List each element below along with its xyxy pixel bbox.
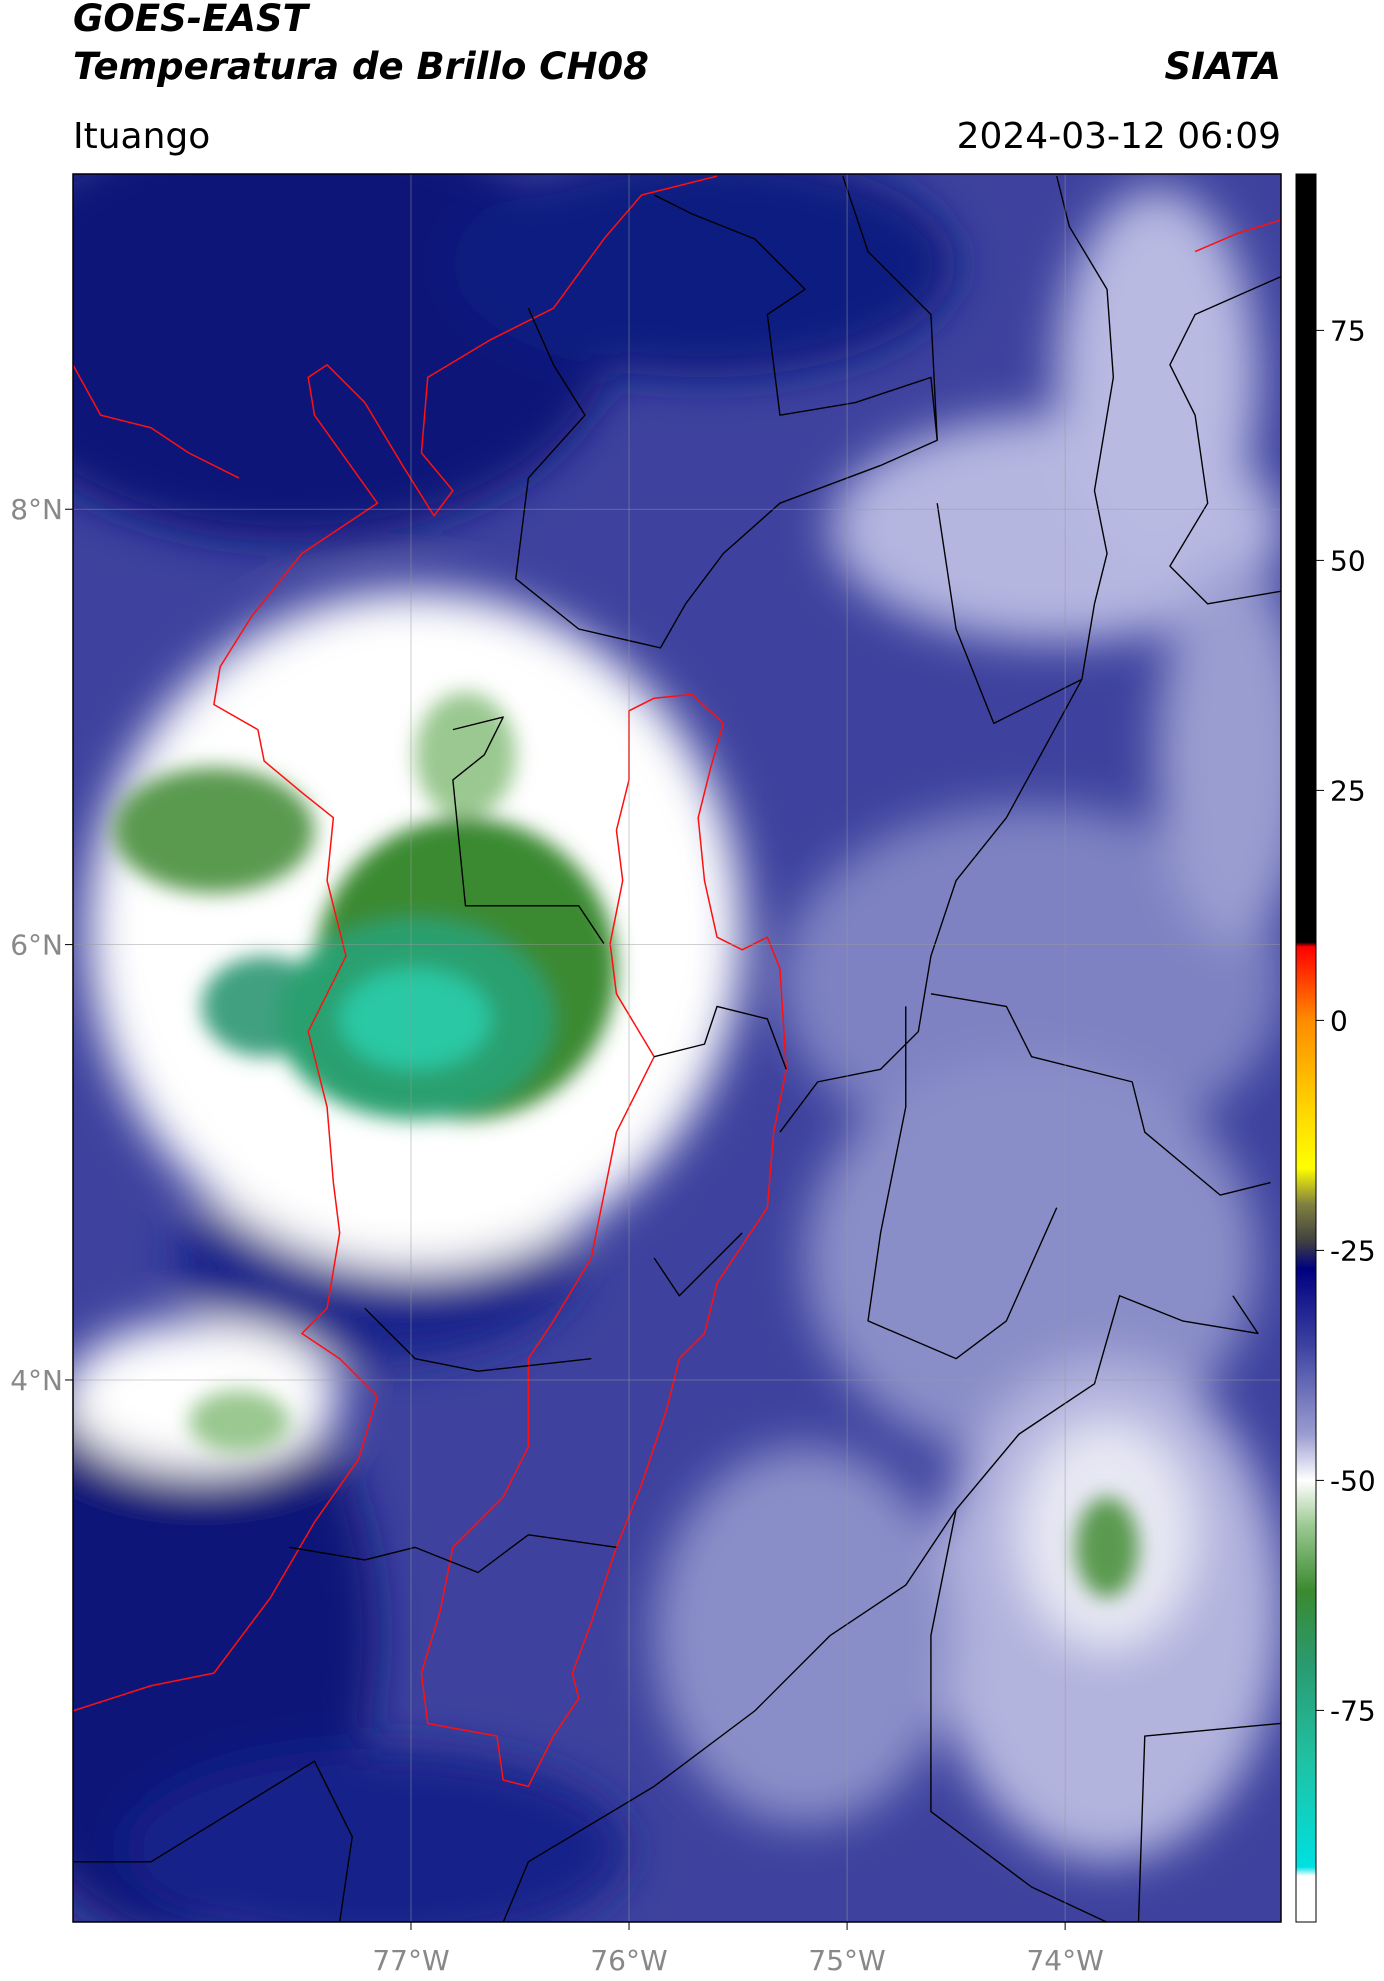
lon-tick-label: 75°W: [808, 1944, 885, 1977]
colorbar-tick-label: 0: [1330, 1004, 1348, 1037]
colorbar-tick-label: 50: [1330, 544, 1366, 577]
colorbar-tick-label: -50: [1330, 1464, 1376, 1497]
datetime: 2024-03-12 06:09: [957, 116, 1281, 157]
lat-tick-label: 8°N: [10, 493, 63, 526]
brand: SIATA: [1164, 45, 1281, 88]
location: Ituango: [73, 116, 210, 157]
lat-tick-label: 4°N: [10, 1364, 63, 1397]
map-frame: [72, 173, 1282, 1923]
map-image: [72, 173, 1281, 1923]
colorbar-tick-label: 75: [1330, 314, 1366, 347]
colorbar-tick-label: 25: [1330, 774, 1366, 807]
lon-tick-label: 74°W: [1026, 1944, 1103, 1977]
colorbar: [1295, 173, 1317, 1923]
grid: [73, 174, 1281, 1922]
lat-tick-label: 6°N: [10, 929, 63, 962]
colorbar-tick-label: -25: [1330, 1234, 1376, 1267]
subtitle: Temperatura de Brillo CH08: [73, 45, 649, 88]
lon-tick-label: 77°W: [372, 1944, 449, 1977]
colorbar-tick-label: -75: [1330, 1694, 1376, 1727]
title: GOES-EAST: [73, 0, 311, 40]
lon-tick-label: 76°W: [590, 1944, 667, 1977]
